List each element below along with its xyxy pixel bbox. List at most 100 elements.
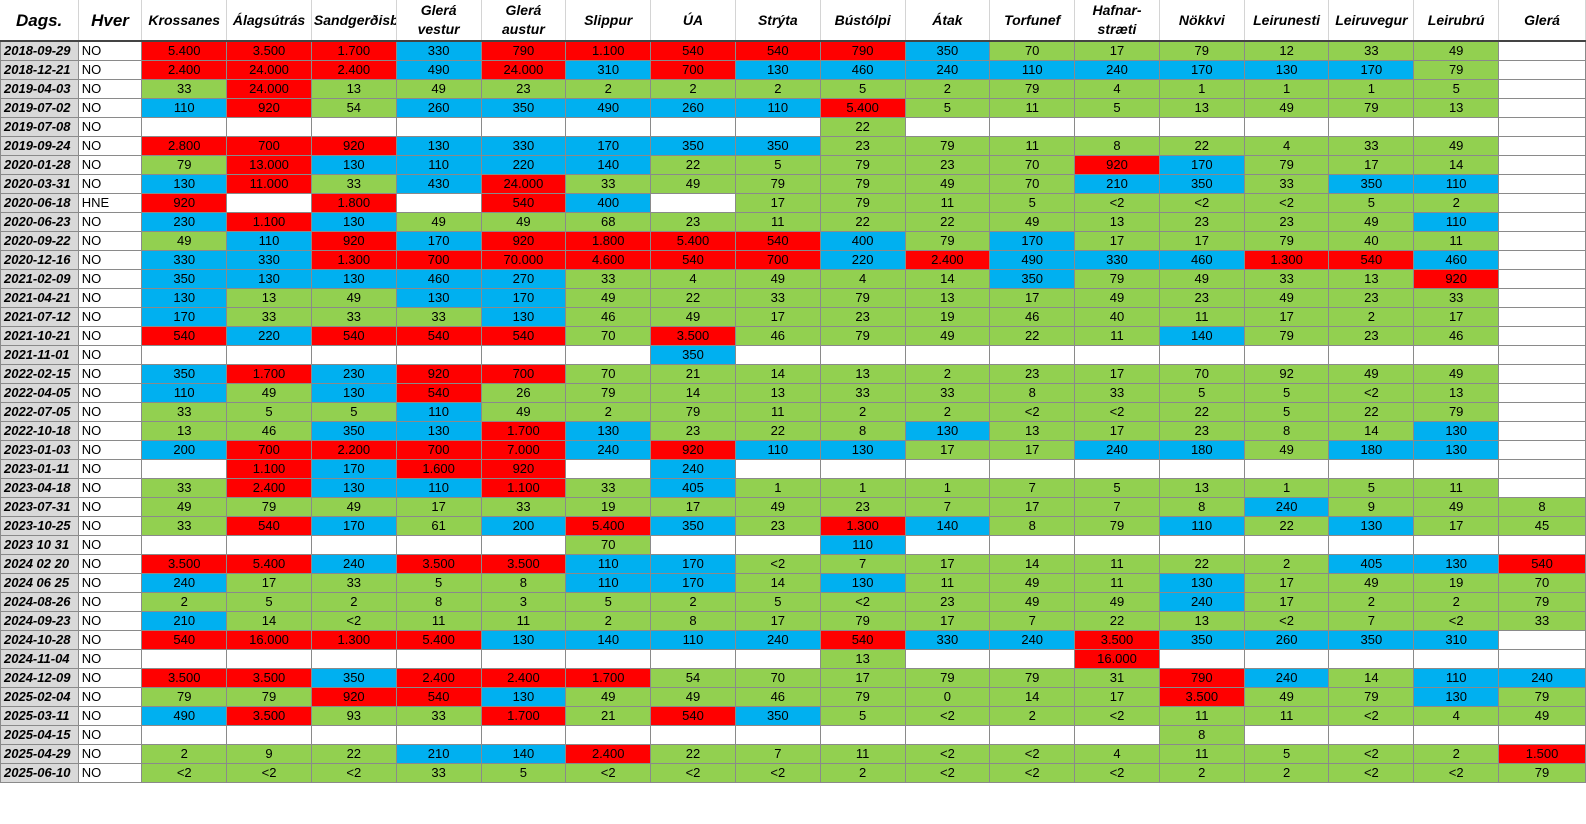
value-cell[interactable]: 2 (1328, 307, 1415, 327)
hver-cell[interactable]: NO (77, 592, 143, 612)
value-cell[interactable]: 1.100 (226, 212, 312, 232)
value-cell[interactable]: 350 (1158, 630, 1245, 650)
value-cell[interactable]: 5.400 (395, 630, 482, 650)
date-cell[interactable]: 2020-06-23 (0, 212, 79, 232)
value-cell[interactable]: 170 (650, 554, 736, 574)
value-cell[interactable]: 3.500 (650, 326, 736, 346)
value-cell[interactable]: 2 (1413, 193, 1500, 213)
value-cell[interactable] (1498, 535, 1586, 555)
value-cell[interactable] (141, 535, 228, 555)
value-cell[interactable] (565, 117, 652, 137)
hver-cell[interactable]: NO (77, 269, 143, 289)
value-cell[interactable]: 8 (1158, 497, 1245, 517)
value-cell[interactable] (989, 649, 1076, 669)
value-cell[interactable]: 3.500 (395, 554, 482, 574)
value-cell[interactable] (480, 117, 567, 137)
value-cell[interactable]: 4 (1074, 79, 1160, 99)
value-cell[interactable] (141, 649, 228, 669)
value-cell[interactable]: 23 (819, 307, 906, 327)
date-cell[interactable]: 2025-02-04 (0, 687, 79, 707)
value-cell[interactable]: 2 (904, 402, 991, 422)
value-cell[interactable]: 240 (1243, 668, 1330, 688)
value-cell[interactable]: <2 (819, 592, 906, 612)
value-cell[interactable]: 400 (565, 193, 652, 213)
value-cell[interactable]: 49 (1074, 288, 1160, 308)
value-cell[interactable]: 130 (819, 440, 906, 460)
value-cell[interactable]: 17 (226, 573, 312, 593)
value-cell[interactable]: 13 (1158, 98, 1245, 118)
value-cell[interactable]: 350 (650, 516, 736, 536)
value-cell[interactable]: 5.400 (141, 40, 228, 61)
value-cell[interactable]: 49 (395, 212, 482, 232)
value-cell[interactable] (904, 649, 991, 669)
value-cell[interactable]: 8 (1498, 497, 1586, 517)
value-cell[interactable] (734, 649, 821, 669)
value-cell[interactable]: 49 (650, 174, 736, 194)
value-cell[interactable]: 54 (310, 98, 397, 118)
value-cell[interactable]: 240 (989, 630, 1076, 650)
hver-cell[interactable]: NO (77, 383, 143, 403)
value-cell[interactable] (989, 535, 1076, 555)
value-cell[interactable]: 3.500 (141, 668, 228, 688)
value-cell[interactable]: 5 (819, 79, 906, 99)
value-cell[interactable]: 23 (1243, 212, 1330, 232)
column-header-location[interactable]: Nökkvi (1159, 0, 1245, 42)
value-cell[interactable]: 49 (989, 212, 1076, 232)
value-cell[interactable] (1413, 117, 1500, 137)
date-cell[interactable]: 2025-03-11 (0, 706, 79, 726)
value-cell[interactable] (310, 725, 397, 745)
value-cell[interactable]: 14 (1413, 155, 1500, 175)
value-cell[interactable]: 1.300 (1243, 250, 1330, 270)
value-cell[interactable] (650, 117, 736, 137)
value-cell[interactable]: 22 (310, 744, 397, 764)
value-cell[interactable]: 240 (650, 459, 736, 479)
value-cell[interactable]: 1.100 (226, 459, 312, 479)
value-cell[interactable]: 130 (395, 288, 482, 308)
value-cell[interactable] (650, 649, 736, 669)
value-cell[interactable]: 4.600 (565, 250, 652, 270)
value-cell[interactable]: 70 (565, 326, 652, 346)
value-cell[interactable]: 1 (1243, 79, 1330, 99)
value-cell[interactable]: 14 (650, 383, 736, 403)
value-cell[interactable]: 17 (989, 497, 1076, 517)
value-cell[interactable]: 46 (734, 326, 821, 346)
value-cell[interactable]: 130 (1413, 554, 1500, 574)
value-cell[interactable]: <2 (1243, 611, 1330, 631)
value-cell[interactable]: 8 (395, 592, 482, 612)
hver-cell[interactable]: NO (77, 155, 143, 175)
value-cell[interactable]: 22 (650, 288, 736, 308)
value-cell[interactable] (1498, 421, 1586, 441)
date-cell[interactable]: 2021-07-12 (0, 307, 79, 327)
value-cell[interactable] (1498, 117, 1586, 137)
value-cell[interactable] (395, 117, 482, 137)
value-cell[interactable] (1328, 535, 1415, 555)
value-cell[interactable]: 2 (650, 592, 736, 612)
hver-cell[interactable]: NO (77, 326, 143, 346)
value-cell[interactable]: 130 (1158, 573, 1245, 593)
value-cell[interactable]: 17 (734, 193, 821, 213)
value-cell[interactable]: <2 (141, 763, 228, 783)
value-cell[interactable]: 2 (904, 364, 991, 384)
value-cell[interactable]: 110 (819, 535, 906, 555)
value-cell[interactable]: 2.400 (480, 668, 567, 688)
hver-cell[interactable]: NO (77, 60, 143, 80)
value-cell[interactable] (1328, 345, 1415, 365)
value-cell[interactable] (904, 535, 991, 555)
hver-cell[interactable]: NO (77, 136, 143, 156)
value-cell[interactable]: 17 (1158, 231, 1245, 251)
value-cell[interactable]: 11 (1074, 554, 1160, 574)
hver-cell[interactable]: NO (77, 668, 143, 688)
value-cell[interactable]: 33 (395, 706, 482, 726)
value-cell[interactable]: 700 (226, 136, 312, 156)
value-cell[interactable]: <2 (904, 763, 991, 783)
value-cell[interactable]: 5 (1413, 79, 1500, 99)
date-cell[interactable]: 2019-07-02 (0, 98, 79, 118)
value-cell[interactable]: 79 (1498, 763, 1586, 783)
value-cell[interactable]: 13 (1328, 269, 1415, 289)
value-cell[interactable]: 1 (1328, 79, 1415, 99)
value-cell[interactable]: 210 (1074, 174, 1160, 194)
value-cell[interactable]: 17 (1074, 364, 1160, 384)
value-cell[interactable] (141, 345, 228, 365)
value-cell[interactable]: <2 (989, 744, 1076, 764)
value-cell[interactable]: 130 (1413, 440, 1500, 460)
